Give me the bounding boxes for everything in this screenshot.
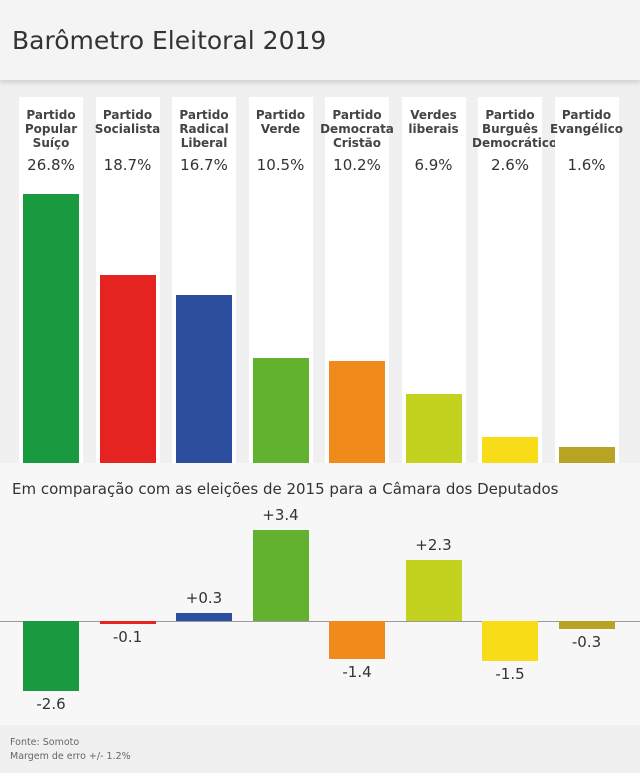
chart-title: Em comparação com as eleições de 2015 pa… xyxy=(12,480,559,498)
value-label: 18.7% xyxy=(103,156,152,174)
category-label: Partido Democrata Cristão xyxy=(320,108,394,150)
zero-line xyxy=(0,621,640,622)
bar xyxy=(482,621,538,662)
bar xyxy=(99,275,156,463)
value-label: -1.5 xyxy=(495,665,525,684)
category-label: Partido Verde xyxy=(255,108,306,136)
bar xyxy=(329,360,385,463)
bar xyxy=(176,613,232,622)
value-label: 2.6% xyxy=(490,156,530,174)
bar xyxy=(329,621,385,659)
category-label: Partido Evangélico xyxy=(550,108,623,136)
lower-panel xyxy=(0,463,640,725)
bar xyxy=(405,559,462,622)
bar xyxy=(23,194,79,463)
source: Fonte: Somoto xyxy=(10,737,80,748)
category-label: Partido Popular Suíço xyxy=(24,108,78,150)
value-label: -0.3 xyxy=(571,633,602,652)
category-label: Partido Socialista xyxy=(94,108,161,136)
category-label: Verdes liberais xyxy=(408,108,459,136)
category-label: Partido Radical Liberal xyxy=(179,108,229,150)
bar xyxy=(405,393,462,463)
bar xyxy=(558,621,615,630)
value-label: 6.9% xyxy=(414,156,453,174)
chart-title: Barômetro Eleitoral 2019 xyxy=(12,26,327,55)
column-bg xyxy=(554,97,619,463)
bar xyxy=(23,621,79,691)
value-label: 26.8% xyxy=(27,156,75,174)
value-label: 10.5% xyxy=(256,156,305,174)
bar xyxy=(252,357,309,463)
value-label: -2.6 xyxy=(36,695,66,713)
bar xyxy=(482,436,538,463)
value-label: -0.1 xyxy=(112,627,143,646)
value-label: +3.4 xyxy=(262,506,299,524)
column-bg xyxy=(478,97,542,463)
value-label: 1.6% xyxy=(567,156,606,174)
value-label: +2.3 xyxy=(415,535,452,554)
bar xyxy=(558,446,615,463)
bar xyxy=(99,621,156,624)
category-label: Partido Burguês Democrático xyxy=(472,108,558,150)
value-label: -1.4 xyxy=(342,662,372,681)
header: Barômetro Eleitoral 2019 xyxy=(0,0,640,80)
margin-note: Margem de erro +/- 1.2% xyxy=(10,751,131,762)
value-label: 10.2% xyxy=(333,156,381,174)
bar xyxy=(176,295,232,463)
value-label: +0.3 xyxy=(185,589,223,608)
value-label: 16.7% xyxy=(180,156,228,174)
bar xyxy=(252,530,309,622)
